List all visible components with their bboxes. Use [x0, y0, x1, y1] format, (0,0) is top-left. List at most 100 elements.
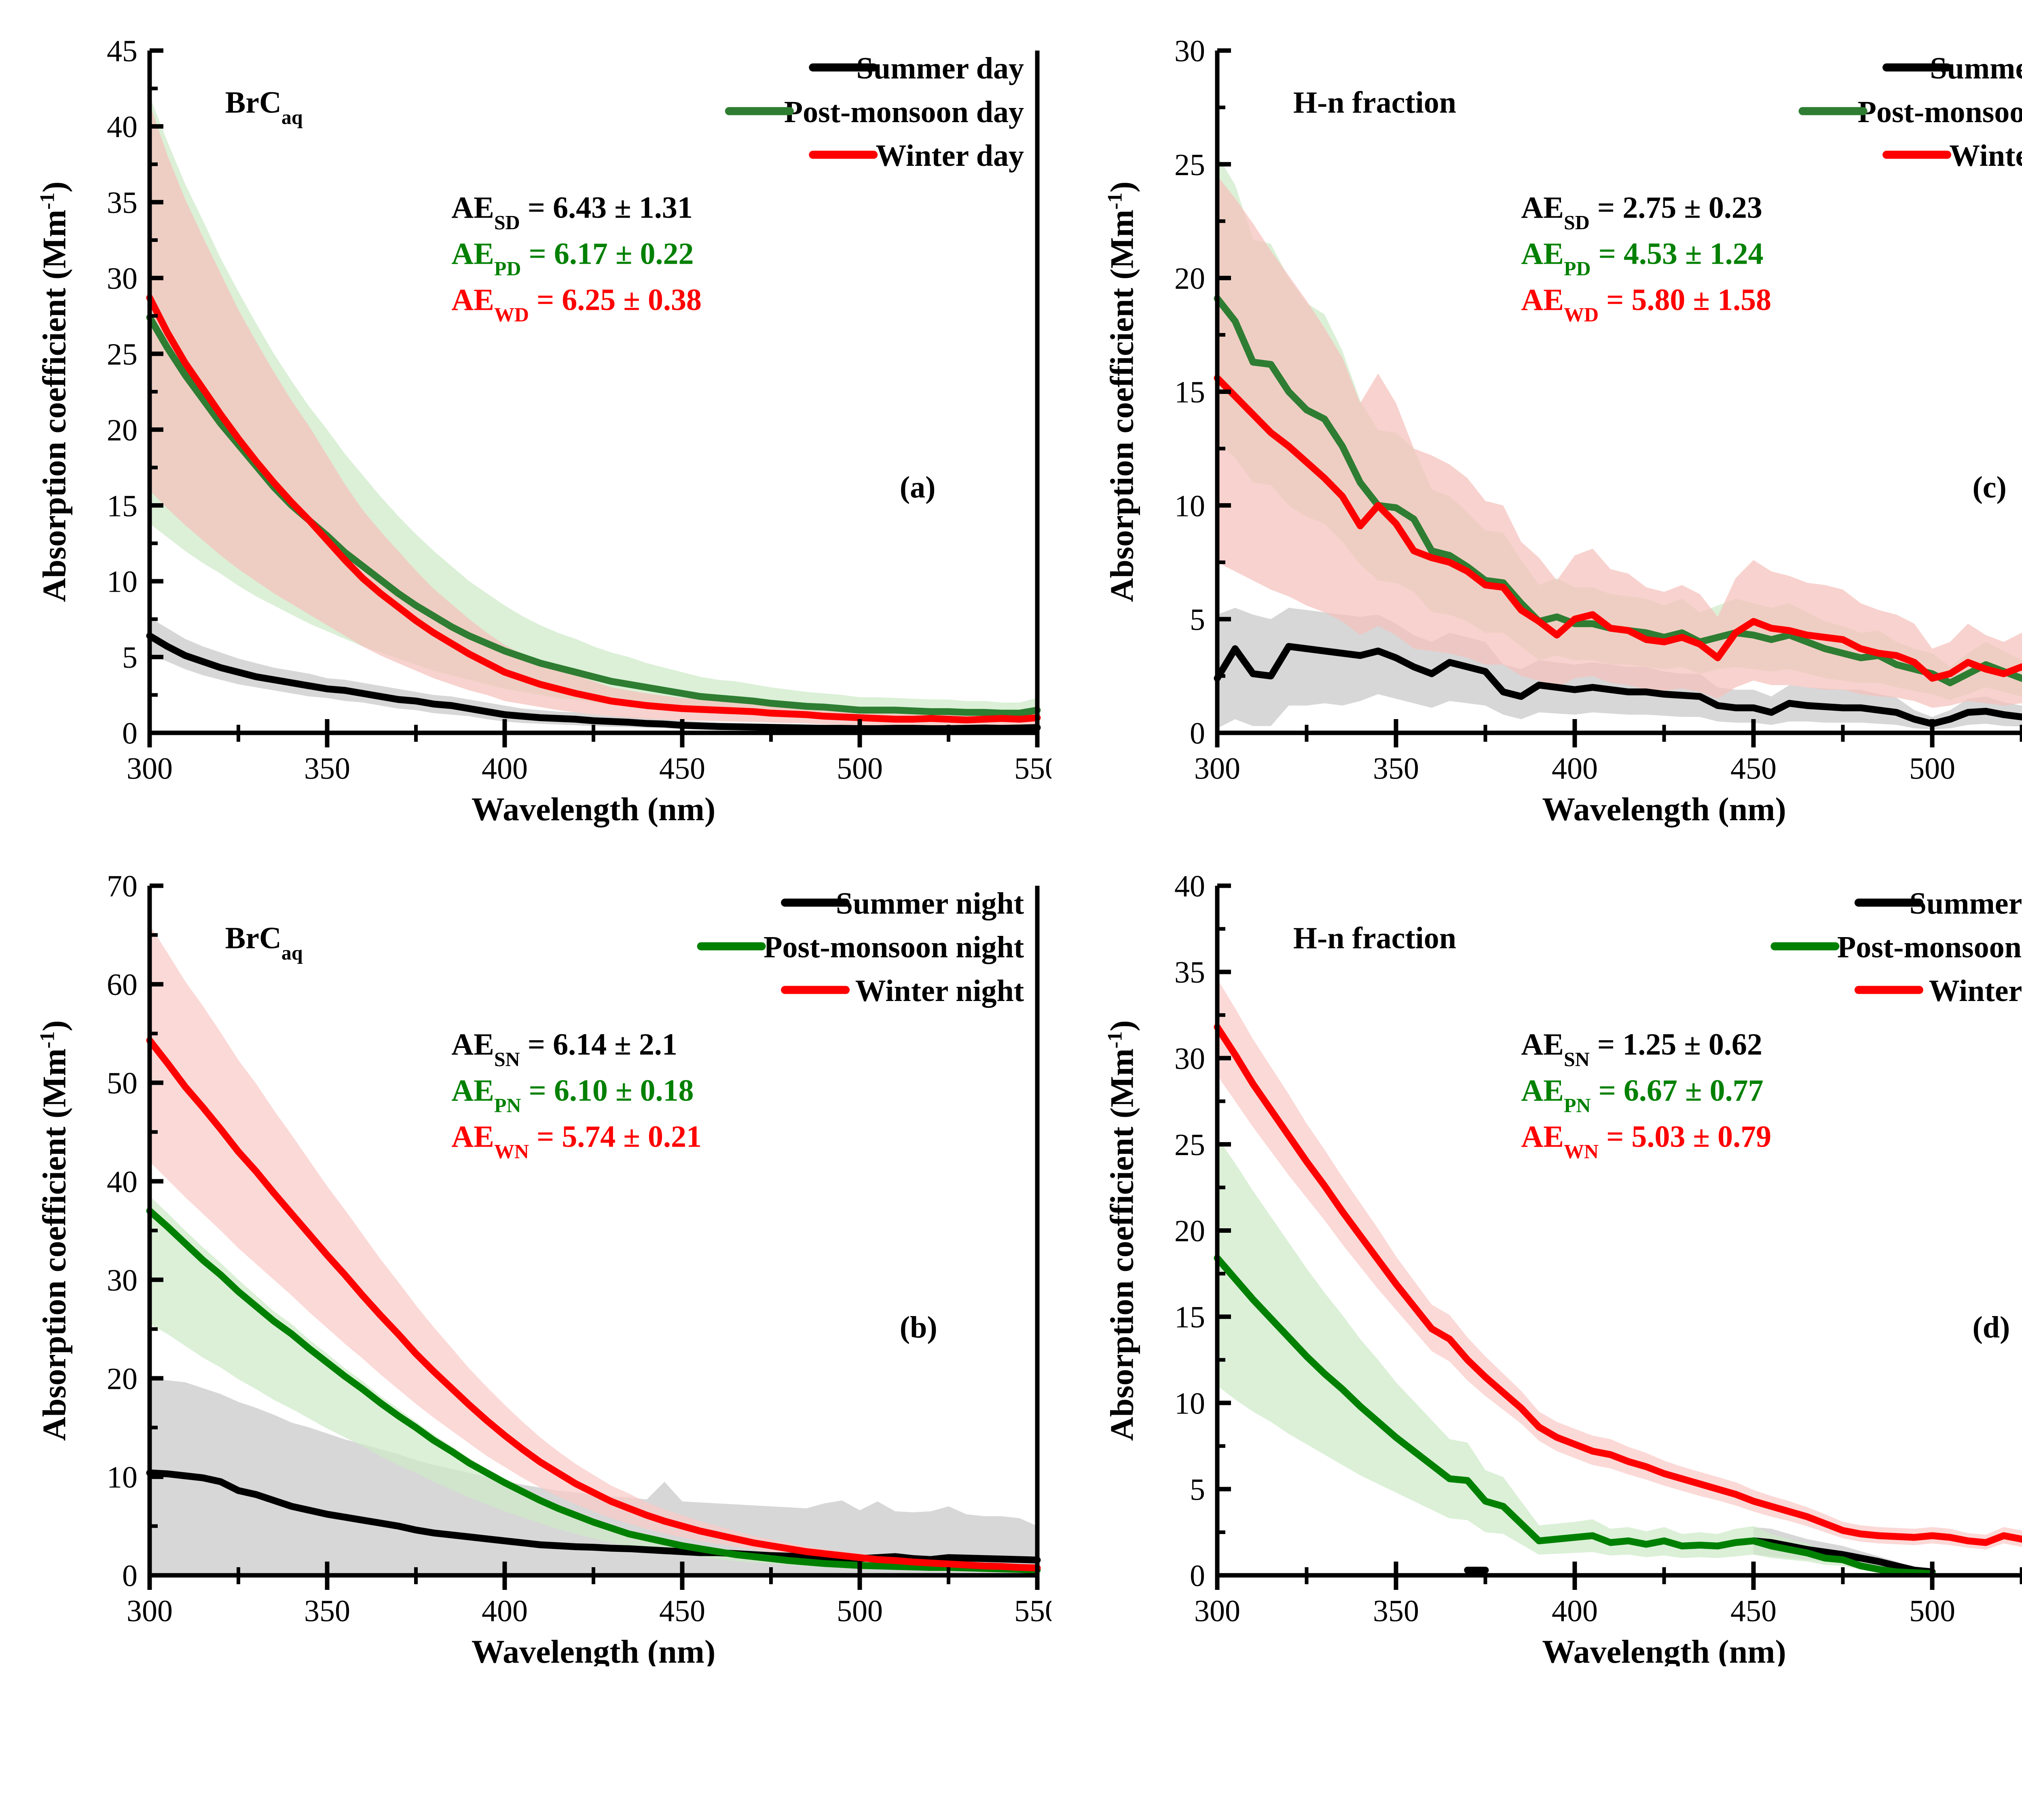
y-tick-label: 0 [122, 717, 137, 751]
x-tick-label: 350 [1373, 752, 1419, 786]
y-tick-label: 10 [1174, 1386, 1205, 1420]
y-axis-title: Absorption coefficient (Mm-1) [36, 1020, 72, 1441]
y-tick-label: 5 [1190, 1473, 1205, 1507]
x-tick-label: 350 [1373, 1594, 1419, 1628]
x-axis-title: Wavelength (nm) [472, 1633, 716, 1666]
y-tick-label: 45 [107, 34, 137, 68]
ae-annotation-sd: AESD = 2.75 ± 0.23 [1521, 190, 1762, 233]
y-tick-label: 20 [107, 413, 137, 447]
ae-annotation-wn: AEWN = 5.74 ± 0.21 [451, 1120, 702, 1163]
x-tick-label: 450 [659, 1594, 705, 1628]
y-tick-label: 15 [1174, 375, 1205, 409]
panel-tag: (d) [1972, 1310, 2010, 1344]
ae-annotation-sn: AESN = 6.14 ± 2.1 [451, 1028, 677, 1071]
x-tick-label: 550 [1014, 1594, 1051, 1628]
ae-annotation-wd: AEWD = 5.80 ± 1.58 [1521, 283, 1771, 326]
x-tick-label: 500 [837, 752, 883, 786]
y-tick-label: 25 [1174, 148, 1205, 182]
y-tick-label: 25 [107, 337, 137, 371]
uncertainty-band-summer-day [150, 618, 1037, 732]
y-tick-label: 40 [1174, 870, 1205, 904]
y-tick-label: 30 [1174, 34, 1205, 68]
uncertainty-band-winter-night [150, 925, 1037, 1570]
y-tick-label: 10 [1174, 489, 1205, 523]
series-line-winter-day [1214, 375, 2022, 682]
x-tick-label: 300 [1194, 752, 1240, 786]
y-tick-label: 5 [122, 641, 137, 675]
panel-b: 0 10 20 30 40 50 60 70 300 350 400 450 500 550 Wavelen… [0, 833, 1051, 1666]
y-tick-label: 20 [1174, 262, 1205, 296]
y-axis-title: Absorption coefficient (Mm-1) [1103, 1020, 1140, 1441]
x-tick-label: 400 [482, 1594, 528, 1628]
panel-tag: (c) [1972, 470, 2006, 504]
y-tick-label: 50 [107, 1067, 137, 1100]
panel-c: 051015202530300350400450500550Wavelength… [1060, 0, 2022, 829]
ae-annotation-sn: AESN = 1.25 ± 0.62 [1521, 1028, 1762, 1071]
y-tick-label: 25 [1174, 1128, 1205, 1162]
x-tick-label: 400 [482, 752, 528, 786]
y-tick-label: 30 [107, 262, 137, 296]
ae-annotation-wn: AEWN = 5.03 ± 0.79 [1521, 1120, 1771, 1163]
x-tick-label: 300 [127, 1594, 173, 1628]
ae-annotation-pn: AEPN = 6.10 ± 0.18 [451, 1074, 694, 1117]
x-axis-title: Wavelength (nm) [1542, 1633, 1786, 1666]
x-tick-label: 400 [1552, 1594, 1598, 1628]
x-tick-label: 300 [1194, 1594, 1240, 1628]
uncertainty-band-post-monsoon-night [1217, 1137, 1932, 1575]
legend-label-2: Winter night [855, 974, 1024, 1008]
legend-label-0: Summer night [1910, 887, 2022, 921]
x-tick-label: 500 [837, 1594, 883, 1628]
y-tick-label: 40 [107, 110, 137, 144]
y-tick-label: 30 [107, 1263, 137, 1297]
y-tick-label: 0 [122, 1559, 137, 1593]
legend-label-1: Post-monsoon night [764, 930, 1024, 964]
y-tick-label: 70 [107, 870, 137, 904]
y-tick-label: 20 [107, 1362, 137, 1396]
species-label: H-n fraction [1293, 86, 1456, 120]
y-tick-label: 35 [1174, 956, 1205, 990]
x-axis-title: Wavelength (nm) [1542, 791, 1786, 827]
legend-label-2: Winter day [1949, 139, 2022, 173]
legend-label-2: Winter day [876, 139, 1024, 173]
y-tick-label: 10 [107, 1460, 137, 1494]
species-label: BrCaq [225, 86, 303, 129]
series-line-summer-day [1214, 643, 2022, 727]
x-tick-label: 300 [127, 752, 173, 786]
x-tick-label: 350 [304, 752, 350, 786]
legend-label-0: Summer night [836, 887, 1024, 921]
ae-annotation-wd: AEWD = 6.25 ± 0.38 [451, 283, 702, 326]
ae-annotation-pd: AEPD = 6.17 ± 0.22 [451, 237, 694, 279]
x-tick-label: 400 [1552, 752, 1598, 786]
y-tick-label: 20 [1174, 1214, 1205, 1248]
ae-annotation-sd: AESD = 6.43 ± 1.31 [451, 190, 693, 233]
uncertainty-band-post-monsoon-night [150, 1196, 1037, 1572]
panel-d: 0510152025303540300350400450500550Wavele… [1060, 833, 2022, 1666]
x-tick-label: 450 [1730, 752, 1777, 786]
y-axis-title: Absorption coefficient (Mm-1) [1103, 182, 1140, 602]
series-line-post-monsoon-day [1214, 295, 2022, 686]
y-tick-label: 60 [107, 968, 137, 1002]
legend-label-1: Post-monsoon day [784, 95, 1024, 129]
y-tick-label: 5 [1190, 603, 1205, 637]
series-line-winter-night [146, 1037, 1041, 1572]
y-axis-title: Absorption coefficient (Mm-1) [36, 182, 72, 602]
series-line-post-monsoon-night [1214, 1255, 1936, 1577]
series-line-winter-night [1214, 1024, 2022, 1546]
x-tick-label: 500 [1909, 752, 1955, 786]
x-tick-label: 450 [659, 752, 705, 786]
legend-label-1: Post-monsoon day [1858, 95, 2022, 129]
y-tick-label: 0 [1190, 717, 1205, 751]
ae-annotation-pd: AEPD = 4.53 ± 1.24 [1521, 237, 1763, 279]
panel-tag: (b) [900, 1310, 937, 1344]
x-axis-title: Wavelength (nm) [472, 791, 716, 827]
series-line-post-monsoon-night [146, 1207, 1041, 1574]
x-tick-label: 550 [1014, 752, 1051, 786]
x-tick-label: 450 [1730, 1594, 1777, 1628]
y-tick-label: 40 [107, 1165, 137, 1199]
uncertainty-band-winter-day [1217, 176, 2022, 708]
species-label: H-n fraction [1293, 921, 1456, 955]
y-tick-label: 35 [107, 186, 137, 220]
y-tick-label: 30 [1174, 1042, 1205, 1076]
panel-tag: (a) [900, 470, 936, 504]
